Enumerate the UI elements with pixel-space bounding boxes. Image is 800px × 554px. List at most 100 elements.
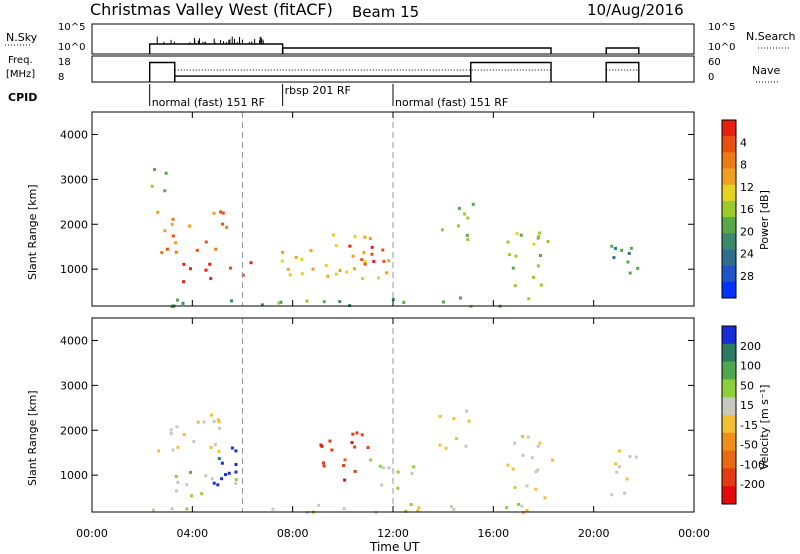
range-gate-cell [230,299,234,303]
range-gate-cell [271,507,275,511]
range-gate-cell [182,280,186,284]
range-gate-cell [530,456,534,460]
range-gate-cell [210,413,214,417]
range-gate-cell [217,420,221,424]
range-gate-cell [536,444,540,448]
range-gate-cell [169,428,173,432]
range-gate-cell [348,244,352,248]
range-gate-cell [372,259,376,263]
range-gate-cell [362,251,366,255]
range-gate-cell [217,457,221,461]
range-gate-cell [174,241,178,245]
range-gate-cell [176,445,180,449]
range-gate-cell [175,425,179,429]
range-gate-cell [381,248,385,252]
range-gate-cell [288,273,292,277]
range-gate-cell [517,502,521,506]
range-gate-cell [410,472,414,476]
range-gate-cell [612,256,616,260]
freq-panel: Freq. [MHz] 18 8 60 0 Nave [6,55,780,83]
range-gate-cell [526,435,530,439]
range-gate-cell [385,271,389,275]
colorbar-frame [721,119,737,299]
range-gate-cell [175,298,179,302]
cpid-entry: normal (fast) 151 RF [395,96,508,109]
nave-ytick-bottom: 0 [708,72,714,83]
range-gate-cell [185,483,189,487]
range-gate-cell [300,258,304,262]
ytick-label: 3000 [60,379,88,392]
colorbar-tick-label: 200 [740,340,761,353]
range-gate-cell [342,463,346,467]
colorbar-swatch [722,343,736,363]
range-gate-cell [196,420,200,424]
range-gate-cell [227,471,231,475]
cpid-entry: normal (fast) 151 RF [152,96,265,109]
range-gate-cell [280,259,284,263]
range-gate-cell [465,409,469,413]
range-gate-cell [216,483,220,487]
colorbar-swatch [722,397,736,416]
range-gate-cell [513,284,517,288]
range-gate-cell [521,453,525,457]
range-gate-cell [628,455,632,459]
range-gate-cell [164,171,168,175]
range-gate-cell [464,444,468,448]
range-gate-cell [342,507,346,511]
colorbar-swatch [722,136,736,153]
range-gate-cell [182,433,186,437]
xtick-label: 00:00 [76,527,108,540]
range-gate-cell [156,210,160,214]
range-gate-cell [324,264,328,268]
colorbar-swatch [722,486,736,505]
range-gate-cell [538,254,542,258]
range-gate-cell [174,250,178,254]
range-gate-cell [181,301,185,305]
nsky-series [148,36,640,54]
range-gate-cell [610,244,614,248]
range-gate-cell [366,446,370,450]
xtick-label: 04:00 [176,527,208,540]
freq-ylabel: Freq. [8,55,33,66]
time-axis-ticks: 00:00 04:00 08:00 12:00 16:00 20:00 00:00 [76,112,710,540]
range-gate-cell [416,509,420,513]
freq-ytick-top: 18 [58,57,71,68]
range-gate-cell [378,464,382,468]
range-gate-cell [363,235,367,239]
range-gate-cell [628,271,632,275]
range-gate-cell [221,222,225,226]
colorbar-tick-label: 28 [740,270,754,283]
range-gate-cell [511,467,515,471]
range-gate-cell [187,224,191,228]
range-gate-cell [507,253,511,257]
range-gate-cell [210,477,214,481]
range-gate-cell [204,474,208,478]
ytick-label: 1000 [60,469,88,482]
range-gate-cell [171,217,175,221]
range-gate-cell [610,493,614,497]
range-gate-cell [234,470,238,474]
nave-label: Nave [752,64,780,77]
range-gate-cell [230,446,234,450]
range-gate-cell [454,437,458,441]
colorbar-tick-label: 4 [740,136,747,149]
colorbar-swatch [722,184,736,202]
nsearch-ytick-top: 10^5 [708,22,735,33]
freq-series [148,61,640,82]
range-gate-cell [311,267,315,271]
range-gate-cell [614,462,618,466]
range-gate-cell [626,260,630,264]
colorbar-swatch [722,326,736,345]
range-gate-cell [396,470,400,474]
range-gate-cell [343,478,347,482]
range-gate-cell [534,487,538,491]
colorbar-tick-label: -100 [740,458,765,471]
ytick-label: 4000 [60,334,88,347]
range-gate-cell [229,266,233,270]
range-gate-cell [175,489,179,493]
range-gate-cell [536,468,540,472]
range-gate-cell [174,474,178,478]
date-label: 10/Aug/2016 [587,1,684,19]
range-gate-cell [330,448,334,452]
range-gate-cell [363,260,367,264]
